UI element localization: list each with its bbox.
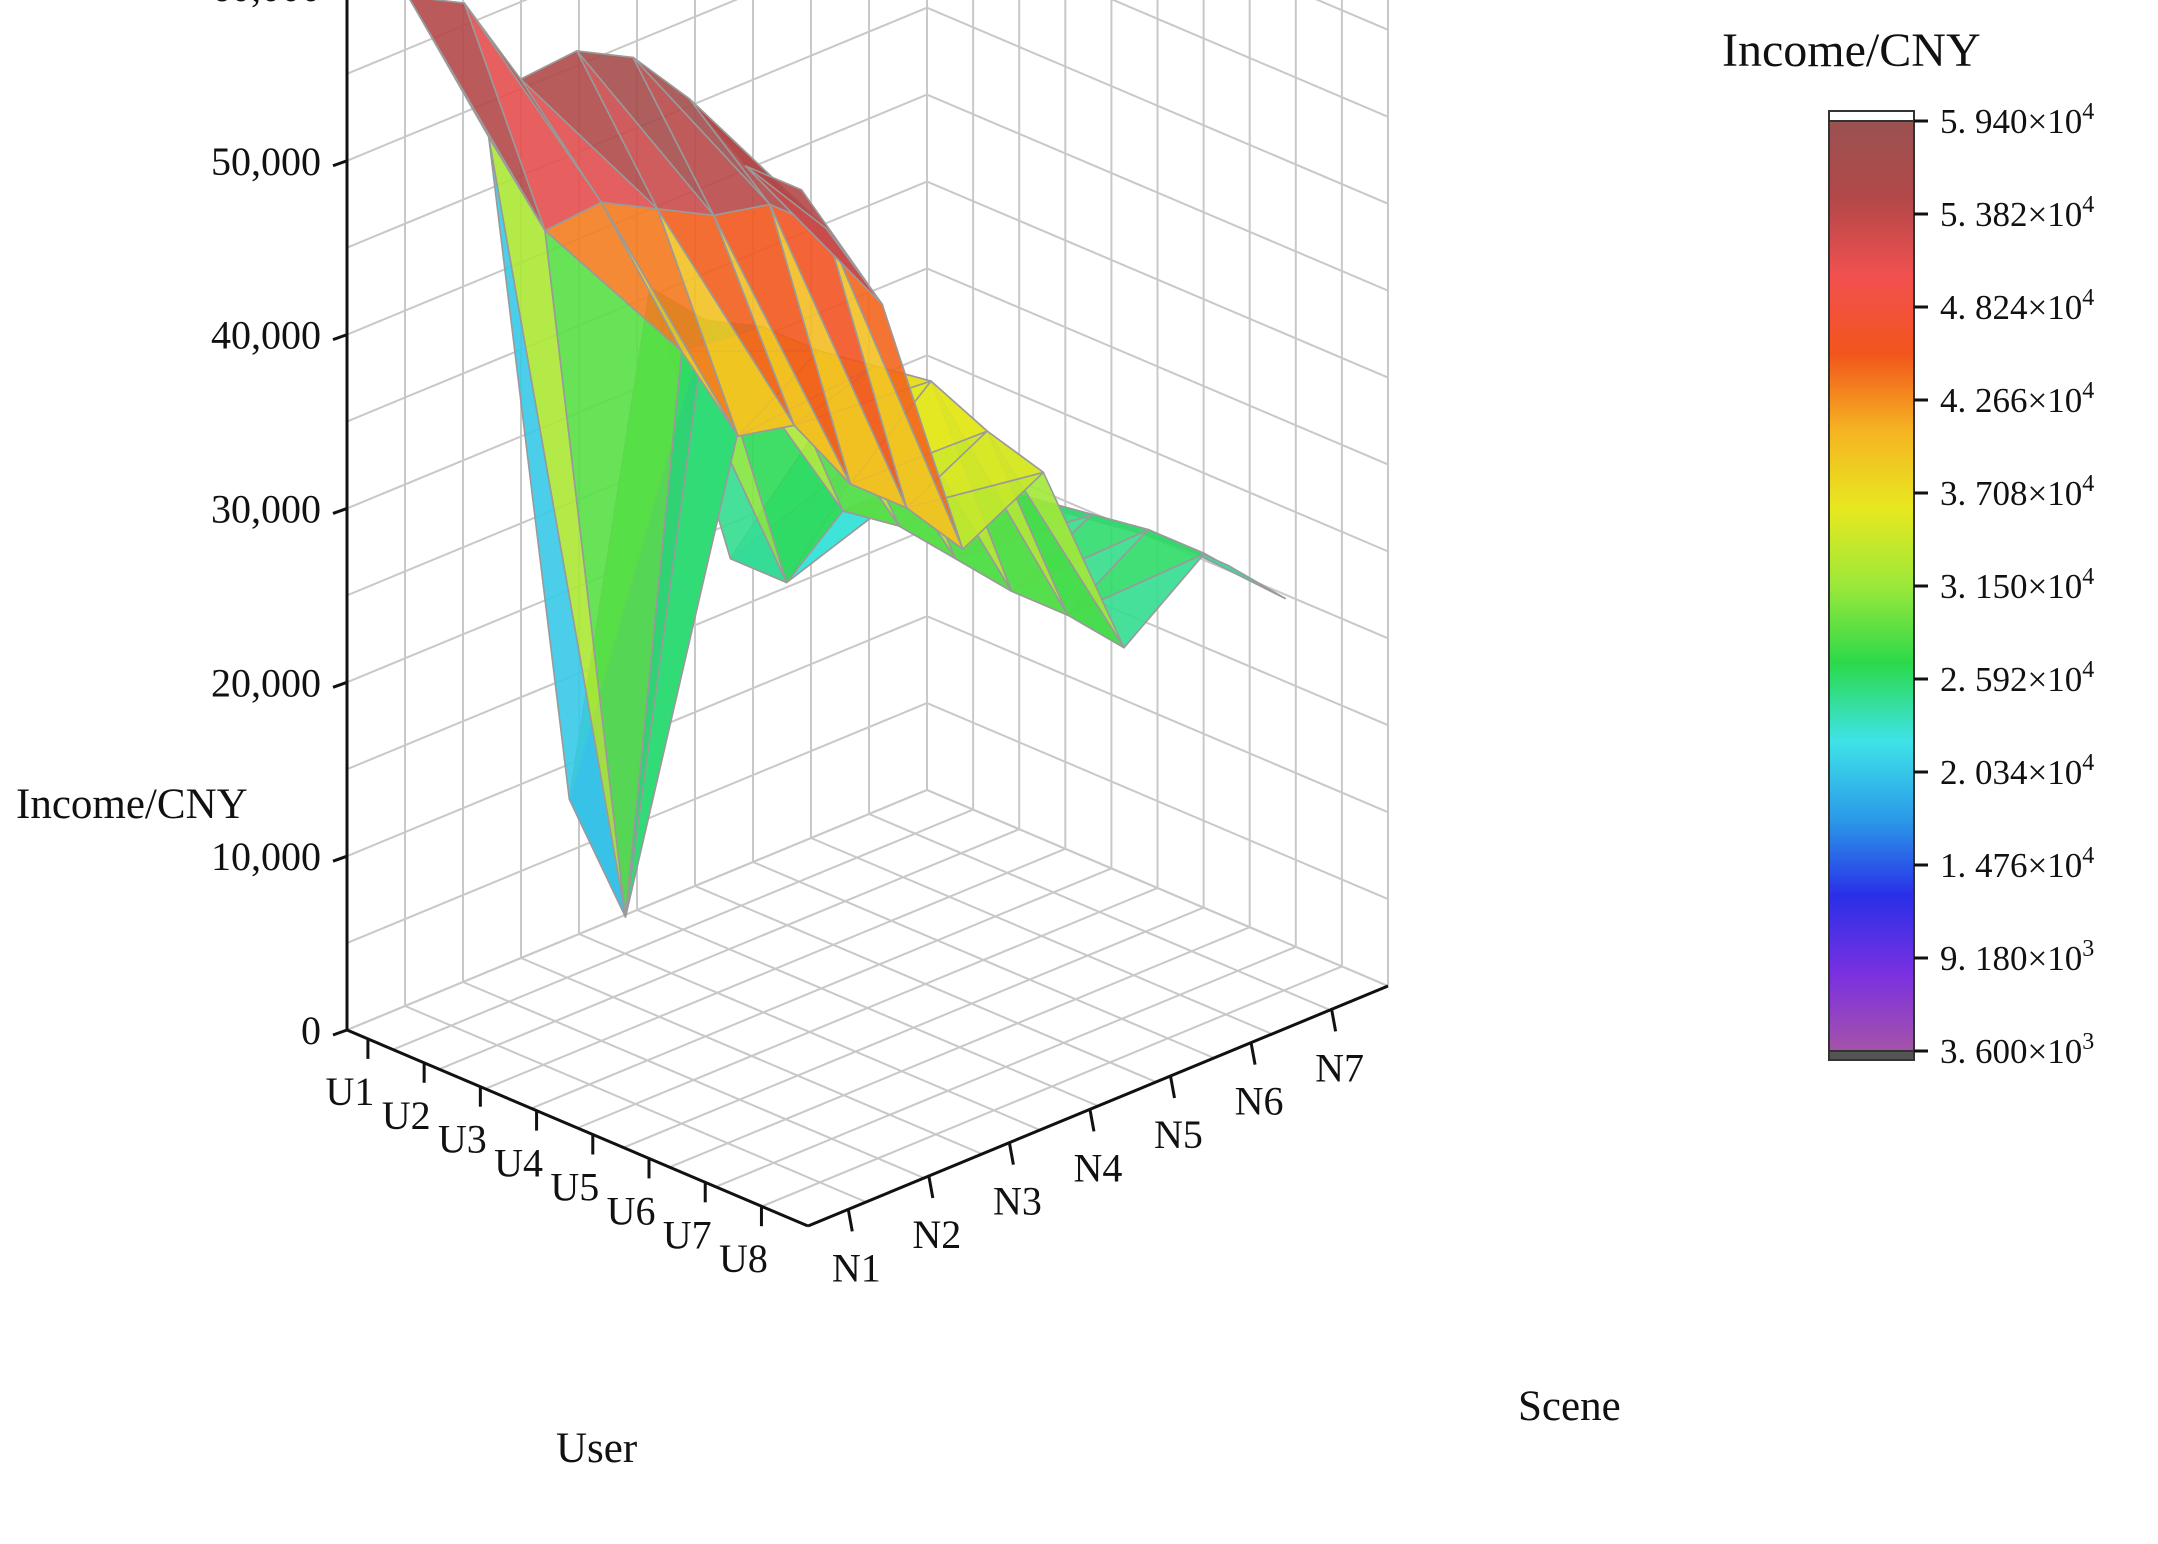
floor-grid-line (484, 847, 1066, 1090)
z-tick-label: 60,000 (211, 0, 321, 10)
axes (332, 0, 1389, 1232)
x-tick-label: U5 (550, 1165, 599, 1210)
x-tick-label: U2 (382, 1093, 431, 1138)
floor-grid-line (392, 808, 974, 1051)
y-tick-label: N1 (832, 1245, 881, 1290)
wall-grid-line (346, 528, 1389, 771)
z-tick-mark (332, 159, 348, 168)
y-tick-mark (1007, 1142, 1015, 1165)
y-tick-mark (1249, 1042, 1257, 1065)
surface-facet (986, 430, 1125, 649)
wall-grid-line (346, 788, 1389, 1031)
z-tick-label: 10,000 (211, 834, 321, 879)
x-tick-label: U7 (663, 1212, 712, 1257)
colorbar-tick-label: 5. 382×104 (1940, 192, 2094, 234)
y-tick-mark (927, 1175, 935, 1199)
y-axis-title: Scene (1518, 1383, 1621, 1430)
colorbar-tick-label: 2. 592×104 (1940, 657, 2094, 699)
colorbar-bottom-cap (1828, 1050, 1915, 1061)
colorbar: Income/CNY 5. 940×104 5. 382×104 4. 824×10… (1722, 24, 2094, 1071)
colorbar-tick-label: 3. 600×103 (1940, 1029, 2094, 1071)
surface-facet (544, 229, 683, 918)
floor-grid-line (868, 813, 1331, 1011)
surface-facet (600, 201, 739, 438)
x-tick-label: U8 (719, 1236, 768, 1281)
x-axis-line (346, 1028, 809, 1228)
colorbar-tick-label: 9. 180×103 (1940, 936, 2094, 978)
y-tick-label: N3 (993, 1179, 1042, 1224)
surface-facet (463, 2, 603, 232)
surface-facet (712, 214, 852, 485)
colorbar-tick-label: 2. 034×104 (1940, 750, 2094, 792)
floor-grid-line (810, 837, 1273, 1035)
surface-facet (632, 56, 771, 217)
surface-facet (575, 50, 715, 217)
z-tick-label: 50,000 (211, 139, 321, 184)
z-axis-title: Income/CNY (16, 781, 248, 828)
floor-grid-line (636, 909, 1099, 1107)
x-tick-label: U4 (494, 1141, 543, 1186)
y-axis-line (807, 984, 1389, 1228)
floor-grid-line (694, 885, 1157, 1083)
surface-facet (519, 78, 659, 210)
y-tick-label: N2 (912, 1212, 961, 1257)
floor-grid-line (752, 861, 1215, 1059)
x-tick-label: U1 (325, 1069, 374, 1114)
z-tick-label: 30,000 (211, 486, 321, 531)
z-tick-label: 0 (301, 1008, 321, 1053)
z-tick-label: 20,000 (211, 660, 321, 705)
y-tick-mark (1169, 1075, 1176, 1099)
surface-facet (744, 165, 884, 306)
floor-grid-line (531, 867, 1112, 1110)
floor-grid-line (438, 828, 1020, 1071)
colorbar-tick-label: 4. 824×104 (1940, 285, 2094, 327)
z-tick-label: 40,000 (211, 313, 321, 358)
y-tick-label: N6 (1235, 1079, 1284, 1124)
z-tick-mark (332, 680, 348, 689)
colorbar-gradient (1828, 120, 1915, 1052)
y-tick-label: N4 (1073, 1145, 1122, 1190)
surface-facet (825, 227, 964, 551)
surface-facet (768, 203, 908, 509)
y-tick-mark (1088, 1109, 1096, 1132)
surface-facet (656, 208, 796, 438)
colorbar-tick-label: 3. 150×104 (1940, 564, 2094, 606)
y-tick-label: N5 (1154, 1112, 1203, 1157)
z-tick-mark (332, 333, 348, 342)
x-tick-label: U3 (438, 1117, 487, 1162)
wall-grid-line (346, 615, 1389, 858)
x-axis-title: User (556, 1425, 637, 1472)
colorbar-tick-label: 3. 708×104 (1940, 471, 2094, 513)
colorbar-tick-label: 4. 266×104 (1940, 378, 2094, 420)
colorbar-title: Income/CNY (1722, 24, 1981, 77)
surface-facet (409, 0, 546, 232)
y-tick-mark (1330, 1009, 1338, 1032)
x-tick-label: U6 (607, 1188, 656, 1233)
z-tick-mark (332, 854, 348, 863)
z-tick-mark (332, 507, 348, 515)
y-tick-mark (846, 1209, 854, 1232)
grid-walls (346, 0, 1389, 1227)
colorbar-tick-label: 5. 940×104 (1940, 99, 2094, 141)
wall-grid-line (346, 701, 1389, 945)
surface-facet (487, 136, 627, 918)
tick-labels: 010,00020,00030,00040,00050,00060,000U1U… (211, 0, 1364, 1290)
colorbar-top-cap (1828, 110, 1915, 122)
z-tick-mark (332, 1028, 348, 1037)
y-tick-label: N7 (1315, 1045, 1364, 1090)
colorbar-tick-label: 1. 476×104 (1940, 843, 2094, 885)
surface-facet (1066, 528, 1206, 616)
surface (409, 0, 1286, 918)
